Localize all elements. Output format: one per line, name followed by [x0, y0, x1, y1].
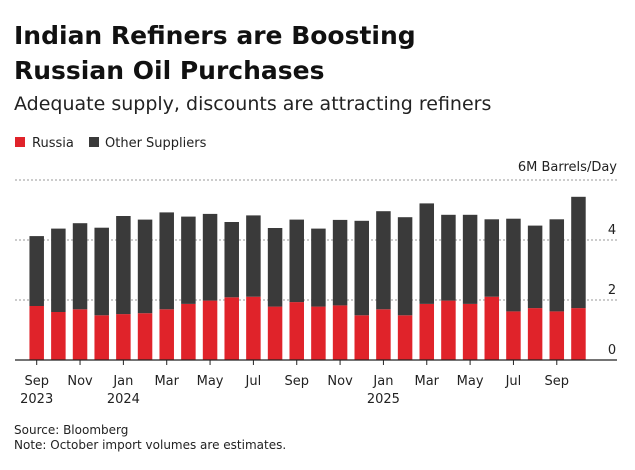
- x-tick-label-month: Sep: [284, 374, 309, 389]
- bar-other-suppliers: [289, 219, 304, 303]
- bar-other-suppliers: [267, 228, 283, 307]
- x-tick-label-month: Jul: [505, 374, 522, 389]
- bar-russia: [376, 309, 391, 360]
- bar-other-suppliers: [354, 220, 369, 316]
- bar-russia: [311, 306, 326, 360]
- x-tick-label-month: Jan: [372, 374, 393, 389]
- bar-russia: [506, 311, 521, 360]
- bar-russia: [94, 315, 109, 360]
- x-tick-label-year: 2025: [367, 392, 400, 407]
- x-tick-label-month: May: [197, 374, 224, 389]
- bar-other-suppliers: [441, 214, 456, 301]
- chart-subtitle: Adequate supply, discounts are attractin…: [14, 93, 491, 115]
- bar-other-suppliers: [246, 215, 261, 297]
- legend-label-russia: Russia: [32, 136, 74, 151]
- legend-label-other-suppliers: Other Suppliers: [105, 136, 207, 151]
- bar-russia: [332, 305, 348, 360]
- bar-russia: [354, 315, 369, 360]
- bar-other-suppliers: [376, 211, 391, 310]
- x-tick-label-month: Jan: [112, 374, 133, 389]
- y-tick-labels: 0 2 4: [608, 223, 616, 358]
- bar-russia: [224, 297, 239, 360]
- x-tick-label-year: 2023: [20, 392, 53, 407]
- y-tick-label: 4: [608, 223, 616, 238]
- x-ticks: Sep 2023 Nov Jan 2024 Mar May Jul Sep Nov Jan 2025 M…: [20, 360, 569, 407]
- bar-russia: [116, 314, 131, 360]
- bar-russia: [137, 313, 153, 360]
- bar-other-suppliers: [484, 219, 500, 297]
- bar-russia: [397, 315, 413, 360]
- bar-other-suppliers: [202, 213, 218, 301]
- chart-title-line-1: Indian Refiners are Boosting: [14, 21, 416, 50]
- bar-other-suppliers: [181, 216, 196, 304]
- x-tick-label-month: Mar: [414, 374, 439, 389]
- x-tick-label-month: Nov: [327, 374, 353, 389]
- y-tick-label: 2: [608, 283, 616, 298]
- bar-other-suppliers: [571, 196, 586, 309]
- x-tick-label-month: Mar: [154, 374, 179, 389]
- chart-title-line-2: Russian Oil Purchases: [14, 56, 325, 85]
- bar-russia: [181, 303, 196, 360]
- bar-other-suppliers: [549, 219, 565, 312]
- bar-russia: [267, 306, 283, 360]
- x-tick-label-month: Nov: [67, 374, 93, 389]
- bar-russia: [202, 300, 218, 360]
- bar-russia: [51, 312, 66, 360]
- legend-swatch-russia: [15, 137, 25, 147]
- bar-russia: [72, 309, 88, 360]
- bar-other-suppliers: [527, 225, 543, 309]
- bar-other-suppliers: [419, 203, 435, 304]
- x-tick-label-month: Jul: [245, 374, 262, 389]
- bar-russia: [571, 308, 586, 360]
- bar-russia: [462, 303, 478, 360]
- bar-russia: [419, 303, 435, 360]
- bar-russia: [527, 308, 543, 360]
- bar-other-suppliers: [506, 218, 521, 312]
- bar-other-suppliers: [311, 228, 326, 307]
- bar-other-suppliers: [397, 217, 413, 316]
- bar-other-suppliers: [94, 227, 109, 316]
- bar-russia: [289, 302, 304, 360]
- bar-other-suppliers: [137, 219, 153, 314]
- bar-other-suppliers: [51, 228, 66, 312]
- x-tick-label-month: May: [457, 374, 484, 389]
- source-note: Source: Bloomberg: [14, 423, 128, 437]
- bar-russia: [246, 296, 261, 360]
- y-axis-unit-label: 6M Barrels/Day: [518, 160, 617, 175]
- y-tick-label: 0: [608, 343, 616, 358]
- bar-russia: [441, 300, 456, 360]
- bar-russia: [159, 309, 174, 360]
- bar-other-suppliers: [72, 223, 88, 310]
- bar-russia: [484, 296, 500, 360]
- bar-russia: [549, 311, 565, 360]
- bar-russia: [29, 306, 44, 360]
- x-tick-label-month: Sep: [545, 374, 570, 389]
- bars: [15, 196, 617, 361]
- legend: Russia Other Suppliers: [15, 136, 207, 151]
- x-tick-label-year: 2024: [107, 392, 140, 407]
- bar-other-suppliers: [116, 216, 131, 315]
- x-tick-label-month: Sep: [24, 374, 49, 389]
- estimate-note: Note: October import volumes are estimat…: [14, 438, 286, 452]
- legend-swatch-other-suppliers: [89, 137, 99, 147]
- bar-other-suppliers: [29, 236, 44, 306]
- bar-other-suppliers: [462, 214, 478, 304]
- bar-other-suppliers: [224, 222, 239, 298]
- bar-other-suppliers: [159, 212, 174, 310]
- bar-other-suppliers: [332, 219, 348, 306]
